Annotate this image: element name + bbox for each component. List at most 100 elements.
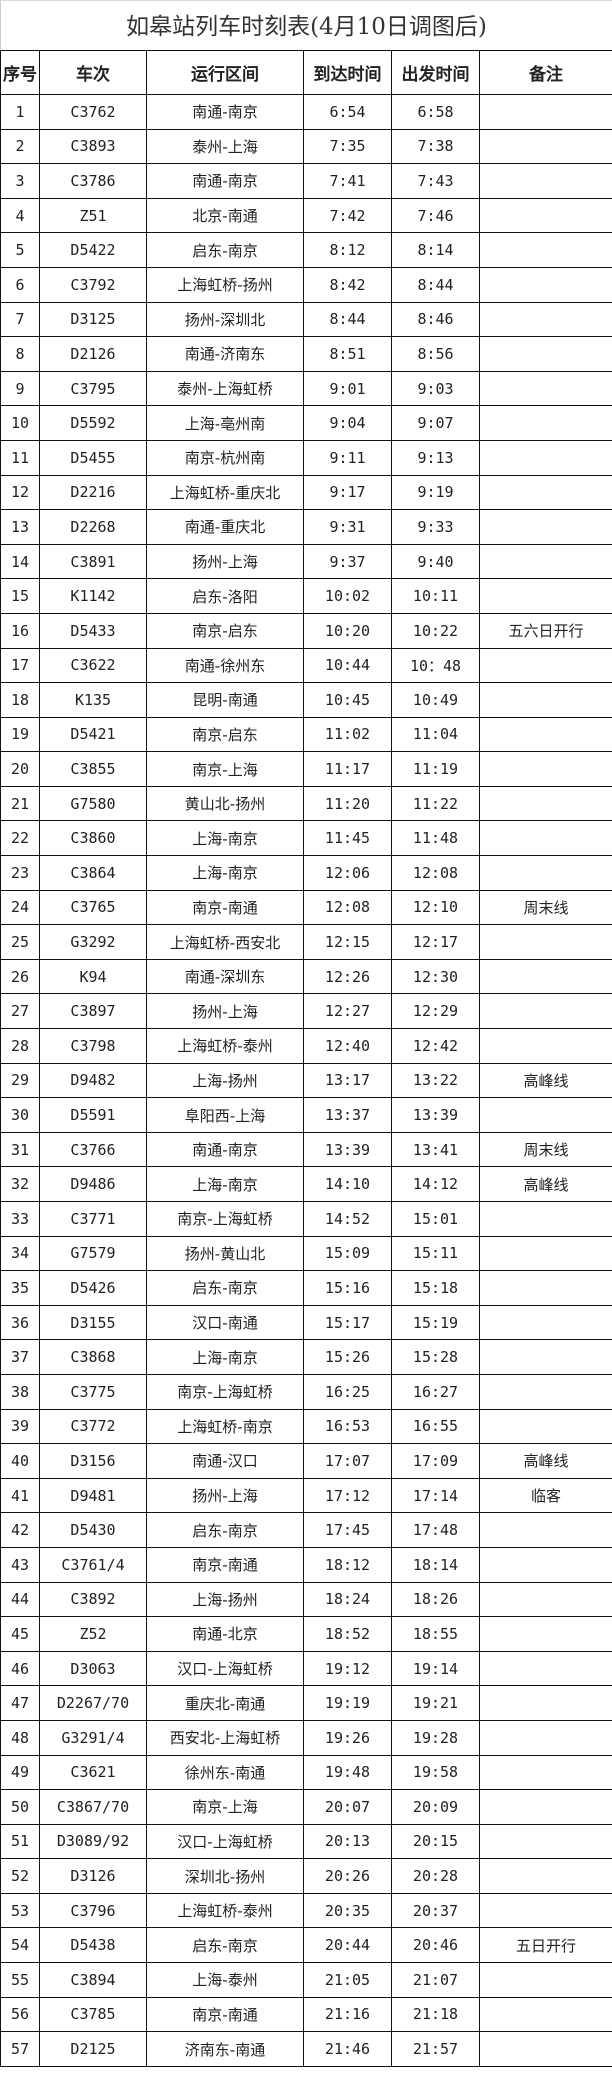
remarks-cell	[479, 785, 612, 822]
route-cell: 上海-南京	[146, 820, 304, 857]
index-cell: 29	[0, 1062, 40, 1099]
departure-cell: 10:22	[391, 612, 480, 649]
table-row: 46 D3063 汉口-上海虹桥 19:12 19:14	[0, 1650, 612, 1687]
route-cell: 上海虹桥-扬州	[146, 266, 304, 303]
arrival-cell: 20:35	[303, 1892, 392, 1929]
train-cell: C3766	[39, 1131, 147, 1168]
departure-cell: 17:14	[391, 1477, 480, 1514]
remarks-cell	[479, 197, 612, 234]
index-cell: 49	[0, 1754, 40, 1791]
table-row: 49 C3621 徐州东-南通 19:48 19:58	[0, 1754, 612, 1791]
train-cell: K94	[39, 958, 147, 995]
train-cell: D5591	[39, 1097, 147, 1133]
train-cell: C3621	[39, 1754, 147, 1791]
departure-cell: 12:30	[391, 958, 480, 995]
table-row: 35 D5426 启东-南京 15:16 15:18	[0, 1270, 612, 1306]
remarks-cell	[479, 1201, 612, 1237]
index-cell: 14	[0, 543, 40, 580]
arrival-cell: 15:16	[303, 1270, 392, 1306]
remarks-cell	[479, 1858, 612, 1894]
arrival-cell: 20:07	[303, 1789, 392, 1825]
table-row: 8 D2126 南通-济南东 8:51 8:56	[0, 336, 612, 372]
page-title: 如皋站列车时刻表(4月10日调图后)	[0, 0, 612, 50]
arrival-cell: 20:44	[303, 1927, 392, 1964]
index-cell: 3	[0, 163, 40, 199]
departure-cell: 6:58	[391, 94, 480, 130]
departure-cell: 21:57	[391, 2031, 480, 2067]
departure-cell: 18:26	[391, 1581, 480, 1618]
remarks-cell	[479, 1339, 612, 1375]
departure-cell: 17:09	[391, 1443, 480, 1479]
table-row: 28 C3798 上海虹桥-泰州 12:40 12:42	[0, 1028, 612, 1064]
train-cell: C3798	[39, 1028, 147, 1064]
table-row: 40 D3156 南通-汉口 17:07 17:09 高峰线	[0, 1443, 612, 1479]
route-cell: 上海-亳州南	[146, 405, 304, 441]
index-cell: 57	[0, 2031, 40, 2067]
index-cell: 33	[0, 1201, 40, 1237]
remarks-cell	[479, 2031, 612, 2067]
train-cell: D9481	[39, 1477, 147, 1514]
arrival-cell: 10:02	[303, 578, 392, 614]
index-cell: 32	[0, 1166, 40, 1202]
train-cell: Z52	[39, 1616, 147, 1652]
remarks-cell	[479, 301, 612, 338]
departure-cell: 18:14	[391, 1546, 480, 1583]
route-cell: 汉口-南通	[146, 1304, 304, 1341]
route-cell: 南京-南通	[146, 1996, 304, 2033]
departure-cell: 8:44	[391, 266, 480, 303]
table-row: 39 C3772 上海虹桥-南京 16:53 16:55	[0, 1408, 612, 1445]
train-cell: C3786	[39, 163, 147, 199]
index-cell: 44	[0, 1581, 40, 1618]
departure-cell: 7:43	[391, 163, 480, 199]
table-row: 13 D2268 南通-重庆北 9:31 9:33	[0, 509, 612, 545]
remarks-cell	[479, 474, 612, 511]
arrival-cell: 9:01	[303, 370, 392, 407]
departure-cell: 20:15	[391, 1823, 480, 1860]
arrival-cell: 16:25	[303, 1373, 392, 1410]
route-cell: 徐州东-南通	[146, 1754, 304, 1791]
table-row: 41 D9481 扬州-上海 17:12 17:14 临客	[0, 1477, 612, 1514]
remarks-cell	[479, 439, 612, 476]
train-cell: C3765	[39, 889, 147, 926]
route-cell: 南京-上海	[146, 751, 304, 787]
arrival-cell: 8:51	[303, 336, 392, 372]
route-cell: 扬州-上海	[146, 1477, 304, 1514]
remarks-cell	[479, 716, 612, 753]
route-cell: 汉口-上海虹桥	[146, 1650, 304, 1687]
train-cell: D2267/70	[39, 1685, 147, 1721]
remarks-cell	[479, 1235, 612, 1272]
departure-cell: 11:22	[391, 785, 480, 822]
index-cell: 15	[0, 578, 40, 614]
train-cell: C3867/70	[39, 1789, 147, 1825]
arrival-cell: 17:45	[303, 1512, 392, 1548]
index-cell: 23	[0, 855, 40, 891]
departure-cell: 12:29	[391, 993, 480, 1030]
departure-cell: 19:14	[391, 1650, 480, 1687]
train-cell: D3063	[39, 1650, 147, 1687]
train-cell: D5430	[39, 1512, 147, 1548]
departure-cell: 9:03	[391, 370, 480, 407]
route-cell: 上海虹桥-泰州	[146, 1028, 304, 1064]
header-row: 序号 车次 运行区间 到达时间 出发时间 备注	[0, 50, 612, 95]
route-cell: 南京-启东	[146, 716, 304, 753]
table-row: 33 C3771 南京-上海虹桥 14:52 15:01	[0, 1201, 612, 1237]
route-cell: 上海虹桥-泰州	[146, 1892, 304, 1929]
remarks-cell	[479, 1789, 612, 1825]
departure-cell: 11:19	[391, 751, 480, 787]
train-cell: C3622	[39, 647, 147, 684]
arrival-cell: 9:04	[303, 405, 392, 441]
departure-cell: 11:48	[391, 820, 480, 857]
departure-cell: 12:10	[391, 889, 480, 926]
remarks-cell	[479, 1270, 612, 1306]
index-cell: 26	[0, 958, 40, 995]
route-cell: 上海-扬州	[146, 1581, 304, 1618]
index-cell: 36	[0, 1304, 40, 1341]
train-cell: C3775	[39, 1373, 147, 1410]
arrival-cell: 10:20	[303, 612, 392, 649]
departure-cell: 16:27	[391, 1373, 480, 1410]
route-cell: 上海虹桥-南京	[146, 1408, 304, 1445]
remarks-cell: 周末线	[479, 889, 612, 926]
departure-cell: 20:37	[391, 1892, 480, 1929]
table-row: 56 C3785 南京-南通 21:16 21:18	[0, 1996, 612, 2033]
route-cell: 南通-北京	[146, 1616, 304, 1652]
